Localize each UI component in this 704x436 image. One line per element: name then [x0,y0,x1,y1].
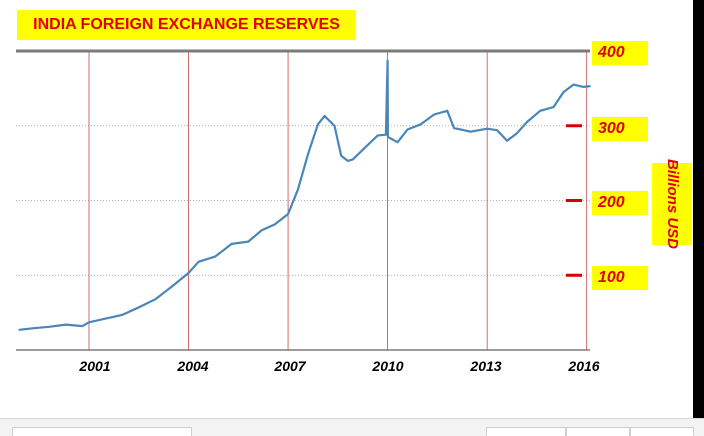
data-point [572,83,575,86]
data-point [589,85,591,88]
data-point [88,321,90,324]
data-point [104,317,107,320]
data-point [376,134,379,137]
data-point [433,113,435,116]
data-point [273,223,276,226]
y-tick-label-200: 200 [592,191,648,215]
right-edge-bar [693,0,704,420]
data-point [469,130,472,133]
data-point [18,328,21,331]
data-point [363,147,366,150]
data-point [346,159,349,162]
data-point [446,109,449,112]
data-point [31,327,34,330]
data-point [496,129,498,132]
x-tick-label-2016: 2016 [568,358,600,374]
data-point [506,139,508,142]
data-point [486,127,489,130]
status-cell [486,427,566,436]
data-point [387,136,389,138]
y-tick-label-300: 300 [592,117,648,141]
data-point [187,272,190,274]
data-point [582,85,585,88]
data-point [419,123,422,126]
x-tick-label-2004: 2004 [177,358,209,374]
data-point [214,255,216,258]
x-tick-label-2007: 2007 [274,358,306,374]
status-strip [0,418,704,436]
chart-title: INDIA FOREIGN EXCHANGE RESERVES [17,10,356,40]
data-point [552,106,555,108]
data-point [526,121,528,123]
data-point [137,306,140,309]
data-point [247,240,250,243]
y-tick-label-100: 100 [592,266,648,290]
data-point [287,213,289,215]
status-cell [12,427,192,436]
data-point [351,158,354,161]
status-cell [630,427,694,436]
data-point [562,91,565,94]
data-point [340,154,343,157]
data-point [386,59,389,62]
data-point [48,325,51,328]
x-tick-label-2010: 2010 [372,358,404,374]
data-point [323,115,326,117]
data-point [539,109,542,112]
data-point [307,153,309,156]
data-point [406,128,409,131]
x-tick-label-2013: 2013 [470,358,502,374]
data-point [317,123,319,126]
data-point [81,325,84,327]
y-axis-label: Billions USD [664,158,681,250]
data-point [297,188,299,191]
data-point [230,242,233,245]
series-line [19,59,591,331]
data-point [385,133,387,136]
plot-background [16,51,590,350]
data-point [396,141,399,144]
data-point [333,124,336,127]
data-point [197,260,200,263]
data-point [154,298,157,301]
data-point [171,285,173,288]
y-axis-unit-box: Billions USD [652,159,692,249]
x-tick-label-2001: 2001 [79,358,111,374]
plot-area [16,49,591,351]
data-point [64,323,67,326]
data-point [260,229,263,232]
y-tick-label-400: 400 [592,41,648,65]
data-point [453,127,455,129]
status-cell [566,427,630,436]
data-point [121,313,124,316]
data-point [516,132,518,135]
